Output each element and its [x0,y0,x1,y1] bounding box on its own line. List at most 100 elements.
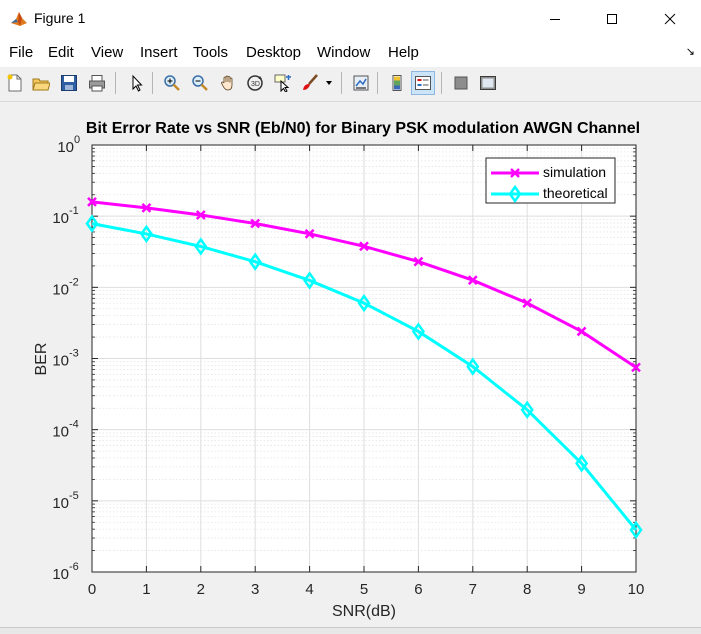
y-tick-label: 10 -6 [52,561,78,583]
zoom-out-icon [192,75,208,91]
simulation-marker [141,202,152,213]
simulation-marker [467,275,478,286]
theoretical-marker [194,237,208,256]
simulation-marker [359,241,369,252]
close-button[interactable] [647,0,693,37]
simulation-marker [250,218,261,229]
y-tick-exponent: -6 [69,561,79,573]
x-tick-label: 9 [577,581,585,598]
insert-legend-button[interactable] [411,71,435,95]
insert-colorbar-button[interactable] [385,71,409,95]
link-plot-button[interactable] [349,71,373,95]
simulation-marker [87,197,97,207]
show-plot-tools-icon [480,76,496,90]
maximize-button[interactable] [589,0,635,37]
x-tick-label: 1 [142,581,150,598]
svg-text:3D: 3D [251,81,260,88]
brush-button[interactable] [298,71,322,95]
simulation-marker [195,210,206,220]
simulation-marker [576,326,587,337]
legend-marker-theoretical [508,184,522,204]
pan-button[interactable] [216,71,240,95]
x-tick-label: 3 [251,581,259,598]
simulation-marker [413,256,424,267]
x-tick-label: 7 [469,581,477,598]
menu-desktop[interactable]: Desktop [246,44,302,61]
legend[interactable]: simulation theoretical [485,157,616,204]
show-plot-tools-button[interactable] [476,71,500,95]
zoom-out-button[interactable] [188,71,212,95]
y-tick-label: 10 -1 [52,205,78,227]
pointer-arrow-icon [132,74,143,92]
matlab-icon [10,10,28,28]
minimize-button[interactable] [532,0,578,37]
save-icon [61,75,77,91]
theoretical-marker [466,357,480,376]
y-tick-exponent: 0 [74,134,80,146]
hide-plot-tools-button[interactable] [449,71,473,95]
x-tick-label: 8 [523,581,531,598]
print-icon [89,75,105,92]
menu-tools[interactable]: Tools [193,44,229,61]
x-tick-label: 4 [305,581,313,598]
menu-window[interactable]: Window [317,44,371,61]
y-tick-exponent: -3 [69,348,79,360]
window-title: Figure 1 [34,10,86,26]
theoretical-marker [629,520,643,540]
y-tick-base: 10 [52,210,69,227]
legend-label-simulation: simulation [543,164,606,180]
x-tick-label: 0 [88,581,96,598]
series-simulation [87,197,641,373]
print-button[interactable] [85,71,109,95]
y-tick-base: 10 [52,353,69,370]
y-tick-exponent: -1 [69,205,79,217]
dock-figure-icon[interactable]: ↘ [685,46,695,58]
theoretical-marker [520,400,534,419]
open-folder-icon [32,78,50,91]
figure-canvas[interactable]: 10 0 10 -1 10 -2 10 -3 10 -4 10 -5 10 -6 0 1 2 3 4 5 6 7 8 9 10… [0,102,701,633]
theoretical-marker [575,454,589,473]
x-tick-label: 2 [197,581,205,598]
simulation-marker [522,298,533,309]
chevron-down-icon [326,81,332,85]
y-tick-exponent: -2 [69,276,79,288]
x-axis-label: SNR(dB) [332,603,396,620]
save-button[interactable] [57,71,81,95]
hand-icon [221,75,233,91]
rotate-3d-button[interactable]: 3D [243,71,267,95]
y-tick-label: 10 -5 [52,490,78,512]
new-figure-button[interactable] [3,71,27,95]
edit-plot-button[interactable] [124,71,148,95]
menu-bar: File Edit View Insert Tools Desktop Wind… [0,37,701,67]
y-tick-base: 10 [52,566,69,583]
menu-edit[interactable]: Edit [48,44,74,61]
theoretical-marker [85,214,99,233]
theoretical-marker [139,224,153,244]
x-tick-label: 6 [414,581,422,598]
legend-marker-simulation [510,168,520,178]
x-tick-label: 5 [360,581,368,598]
figure-bottom-edge [0,627,701,634]
menu-view[interactable]: View [91,44,124,61]
brush-icon [303,74,318,90]
maximize-icon [607,13,617,24]
theoretical-marker [411,322,425,341]
zoom-in-button[interactable] [160,71,184,95]
y-tick-label: 10 -2 [52,276,78,298]
data-cursor-button[interactable] [271,71,295,95]
theoretical-marker [248,252,262,271]
y-tick-base: 10 [52,495,69,512]
open-file-button[interactable] [29,71,53,95]
menu-help[interactable]: Help [388,44,419,61]
menu-file[interactable]: File [9,44,34,61]
y-axis-label: BER [33,343,50,376]
y-tick-exponent: -5 [69,490,79,502]
menu-insert[interactable]: Insert [140,44,178,61]
simulation-marker [631,362,641,373]
simulation-marker [304,228,315,239]
y-tick-label: 10 0 [57,134,80,156]
y-tick-base: 10 [52,424,69,441]
brush-options-dropdown[interactable] [322,71,336,95]
theoretical-marker [357,293,371,313]
